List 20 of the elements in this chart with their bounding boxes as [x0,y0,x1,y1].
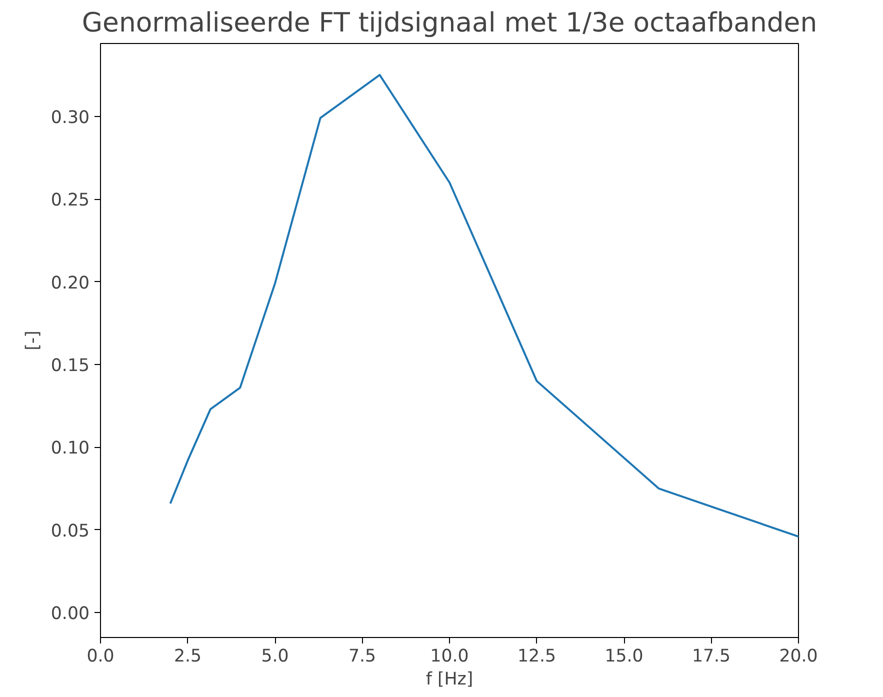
y-tick-label: 0.15 [50,356,90,376]
y-tick-label: 0.05 [50,521,90,542]
y-tick-label: 0.30 [50,108,90,128]
x-tick-label: 0.0 [86,646,114,666]
x-tick-label: 20.0 [779,646,818,666]
x-tick-label: 7.5 [348,646,376,666]
chart-title: Genormaliseerde FT tijdsignaal met 1/3e octaafbanden [82,8,818,38]
y-tick-label: 0.25 [50,190,90,211]
x-tick-label: 5.0 [261,646,289,666]
line-series [169,74,798,538]
y-tick-label: 0.00 [50,604,90,624]
x-tick-label: 12.5 [517,646,556,666]
x-axis-title: f [Hz] [426,670,474,690]
x-tick-label: 15.0 [604,646,644,666]
y-tick-label: 0.10 [50,438,90,459]
y-axis-title: [-] [22,330,43,350]
x-tick-label: 10.0 [430,646,469,666]
x-tick-label: 2.5 [174,646,202,666]
y-tick-label: 0.20 [50,273,90,294]
x-tick-label: 17.5 [692,646,731,666]
